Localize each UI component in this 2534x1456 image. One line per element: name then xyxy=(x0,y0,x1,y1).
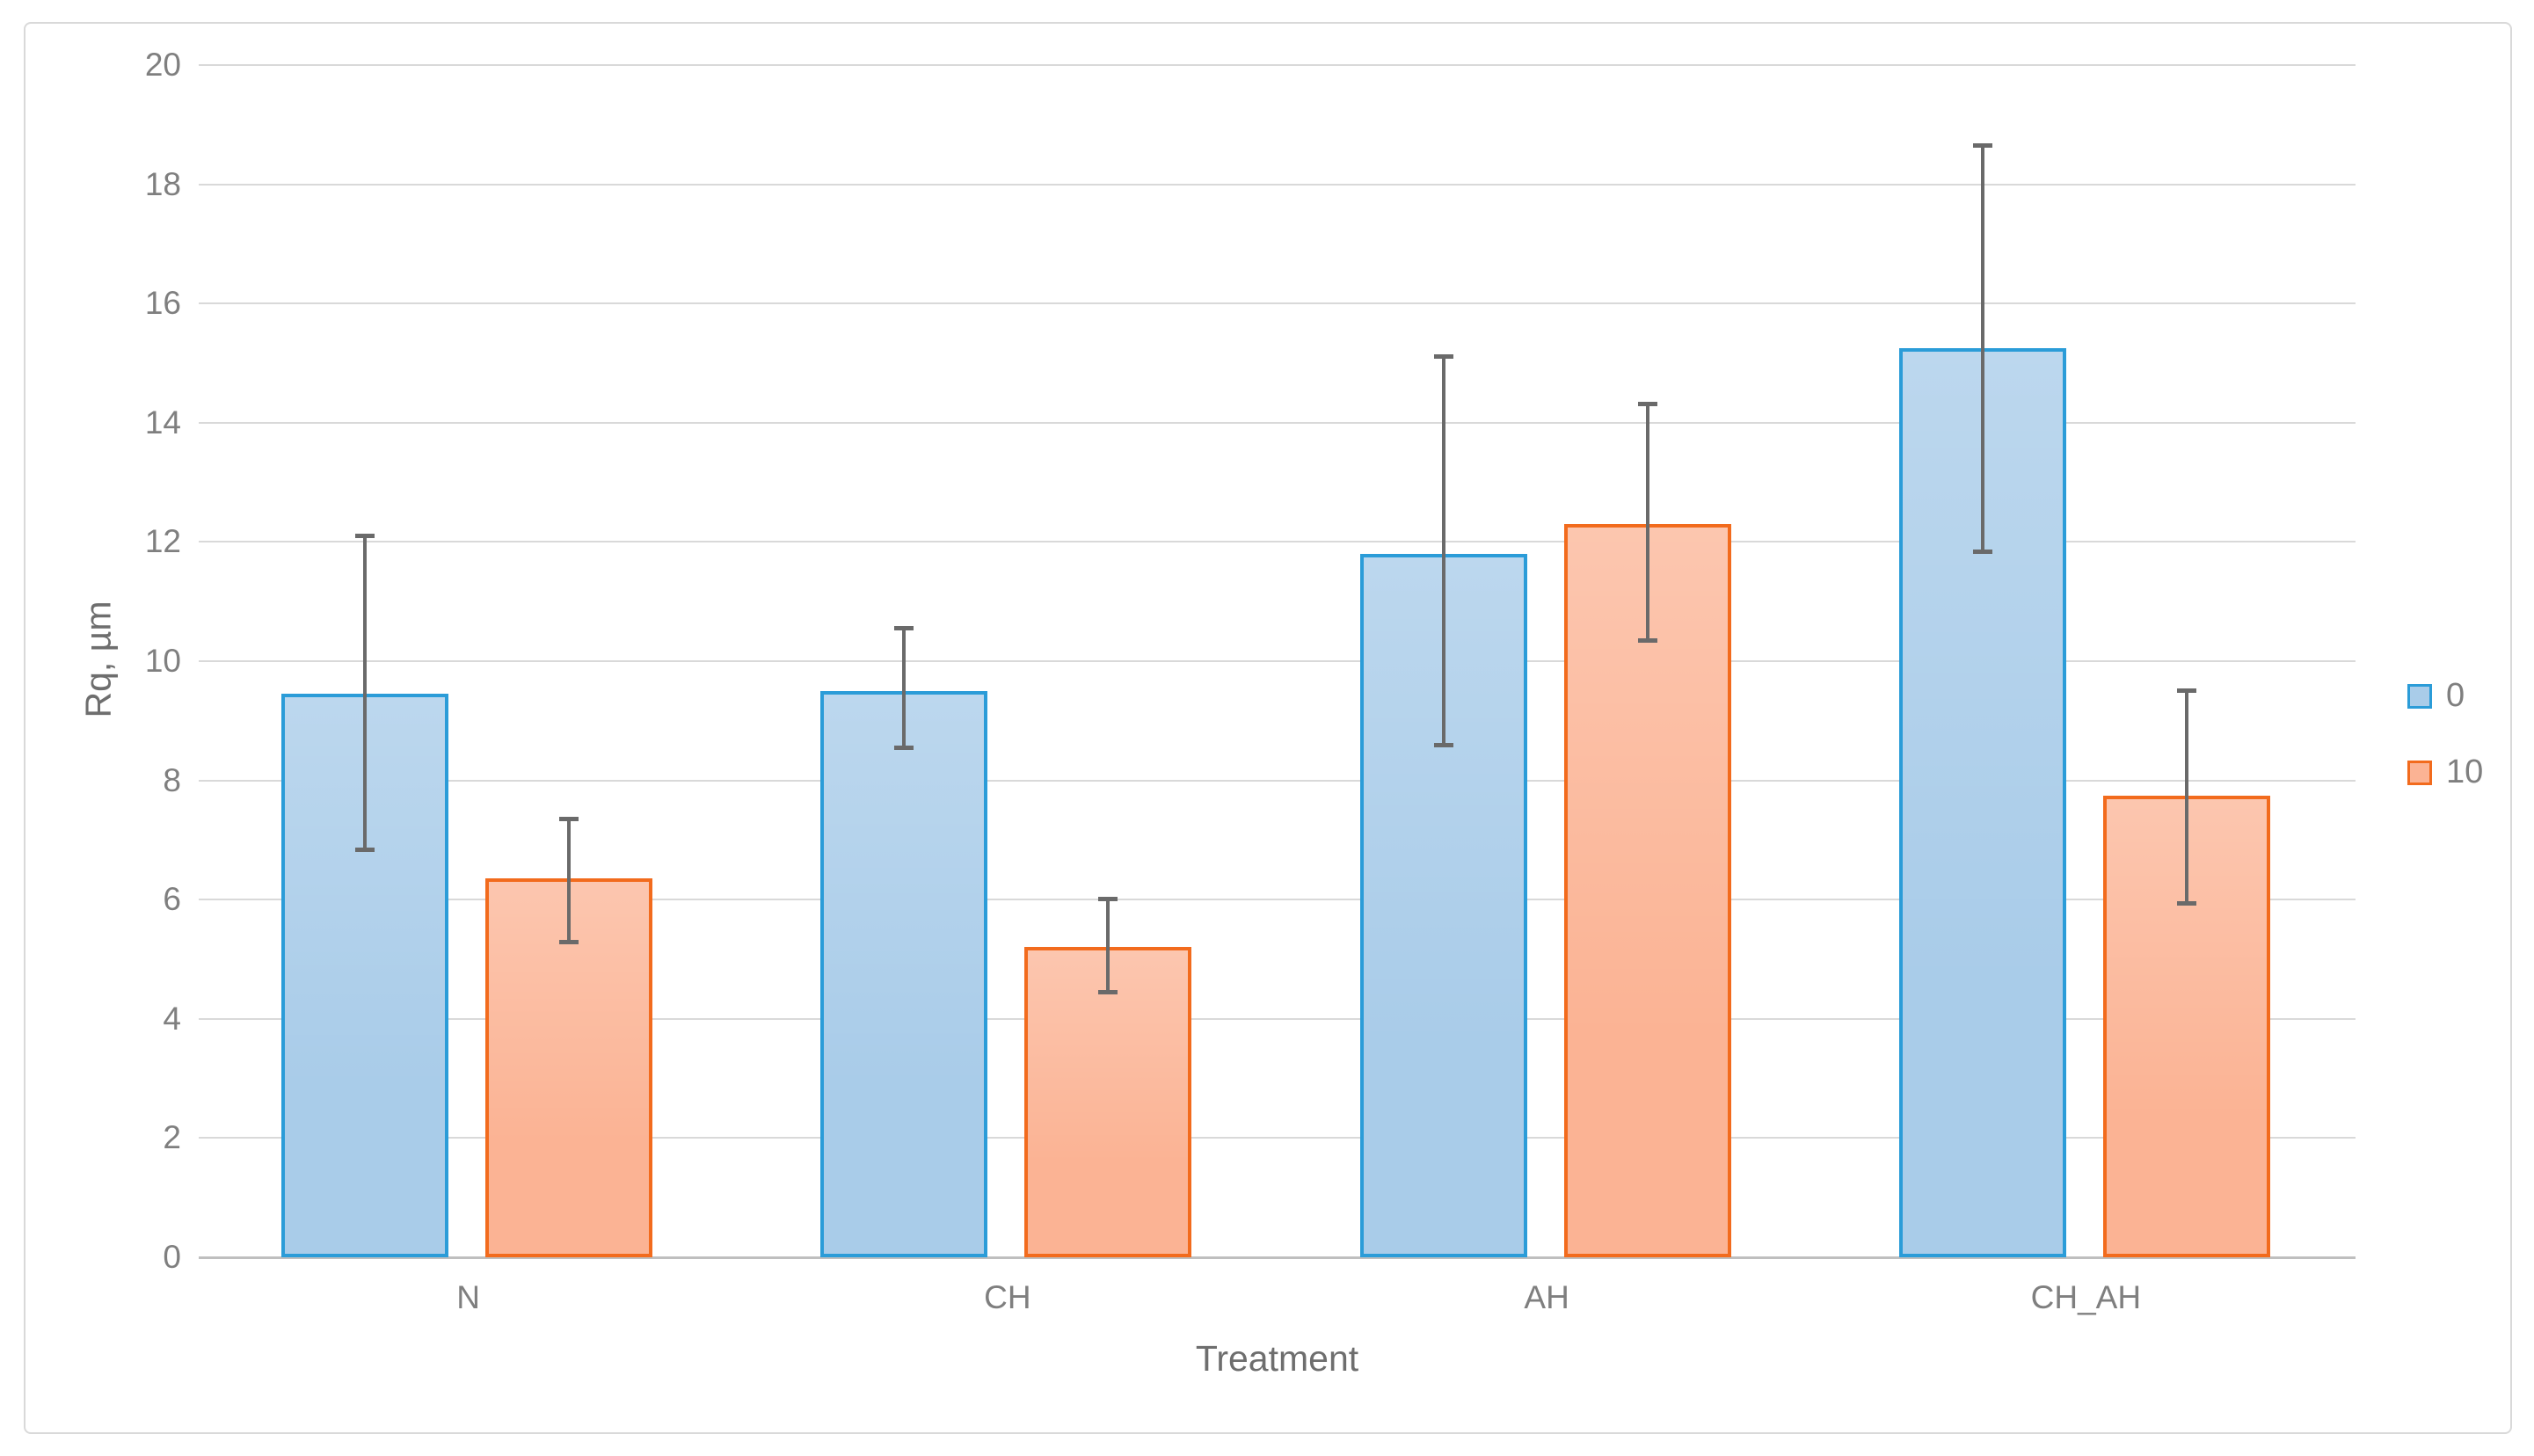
error-bar-cap-top xyxy=(355,533,375,538)
gridline xyxy=(199,779,2356,782)
legend-swatch-icon xyxy=(2407,683,2432,709)
error-bar-cap-bottom xyxy=(1433,742,1453,747)
error-bar-line xyxy=(1645,404,1649,641)
y-tick-label: 20 xyxy=(144,47,181,83)
y-tick-label: 16 xyxy=(144,285,181,322)
error-bar-line xyxy=(1106,899,1110,993)
error-bar-cap-top xyxy=(1098,897,1118,902)
error-bar-line xyxy=(1441,357,1445,745)
x-axis-category-labels: N CH AH CH_AH xyxy=(199,1279,2356,1325)
y-tick-label: 14 xyxy=(144,404,181,440)
x-axis-title: Treatment xyxy=(1195,1338,1359,1379)
error-bar-cap-bottom xyxy=(2176,900,2196,906)
y-tick-label: 12 xyxy=(144,523,181,560)
gridline xyxy=(199,1017,2356,1020)
error-bar-line xyxy=(1980,145,1984,551)
y-tick-label: 10 xyxy=(144,643,181,679)
error-bar-cap-top xyxy=(1433,354,1453,360)
legend-label: 10 xyxy=(2446,753,2484,790)
error-bar-cap-bottom xyxy=(894,746,914,751)
bar-series-10-CH xyxy=(1024,947,1192,1257)
y-axis-title: Rq, µm xyxy=(77,601,119,718)
y-tick-label: 8 xyxy=(163,761,181,798)
y-tick-label: 18 xyxy=(144,165,181,202)
legend: 0 10 xyxy=(2407,677,2483,791)
error-bar-line xyxy=(902,628,907,748)
gridline xyxy=(199,183,2356,186)
error-bar-cap-top xyxy=(559,816,579,821)
bar-series-10-AH xyxy=(1563,524,1731,1257)
error-bar-cap-bottom xyxy=(355,847,375,852)
legend-item-10: 10 xyxy=(2407,753,2483,791)
error-bar-cap-top xyxy=(2176,688,2196,693)
error-bar-cap-bottom xyxy=(559,939,579,944)
plot-area xyxy=(199,64,2356,1259)
x-tick-label-CH_AH: CH_AH xyxy=(2030,1279,2142,1315)
legend-swatch-icon xyxy=(2407,760,2432,785)
y-tick-label: 6 xyxy=(163,881,181,918)
gridline xyxy=(199,541,2356,543)
legend-item-0: 0 xyxy=(2407,677,2483,715)
error-bar-line xyxy=(567,819,571,942)
error-bar-line xyxy=(2184,690,2188,903)
y-tick-label: 4 xyxy=(163,1000,181,1037)
y-tick-label: 0 xyxy=(163,1239,181,1275)
x-tick-label-N: N xyxy=(456,1279,480,1315)
error-bar-cap-bottom xyxy=(1637,638,1657,644)
x-tick-label-AH: AH xyxy=(1524,1279,1569,1315)
x-tick-label-CH: CH xyxy=(984,1279,1031,1315)
gridline xyxy=(199,302,2356,305)
error-bar-cap-top xyxy=(1637,402,1657,407)
error-bar-cap-top xyxy=(1972,142,1992,148)
y-axis-tick-labels: 0 2 4 6 8 10 12 14 16 18 20 xyxy=(0,47,181,1275)
gridline xyxy=(199,660,2356,662)
gridline xyxy=(199,1137,2356,1139)
gridline xyxy=(199,421,2356,424)
legend-label: 0 xyxy=(2446,677,2465,714)
error-bar-cap-top xyxy=(894,625,914,630)
gridline xyxy=(199,64,2356,66)
gridline xyxy=(199,899,2356,901)
y-tick-label: 2 xyxy=(163,1119,181,1156)
error-bar-cap-bottom xyxy=(1098,990,1118,995)
bar-series-0-CH xyxy=(820,690,988,1257)
error-bar-cap-bottom xyxy=(1972,549,1992,554)
error-bar-line xyxy=(363,535,367,849)
x-axis-line xyxy=(199,1256,2356,1259)
